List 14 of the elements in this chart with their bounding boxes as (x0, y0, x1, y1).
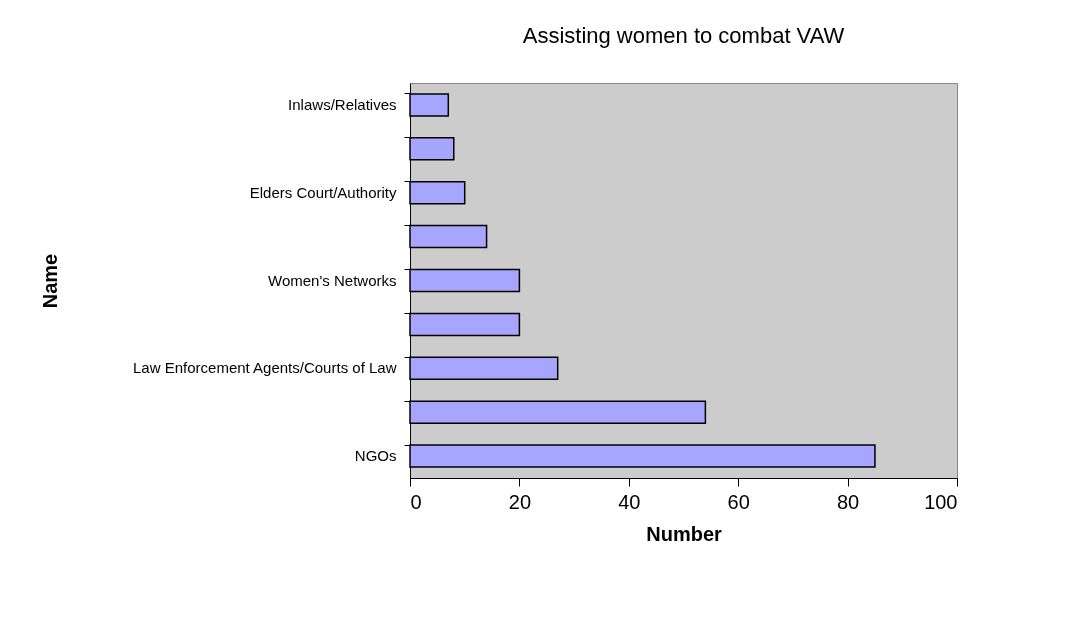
x-tick-label: 0 (410, 490, 422, 513)
x-tick-label: 60 (727, 490, 750, 513)
y-tick-label: Inlaws/Relatives (288, 95, 397, 113)
x-tick-label: 100 (924, 490, 958, 513)
x-tick-label: 40 (618, 490, 641, 513)
x-axis-title: Number (646, 522, 722, 545)
y-tick-label: Women's Networks (268, 271, 397, 289)
x-tick-label: 20 (508, 490, 532, 513)
y-tick-label: Elders Court/Authority (249, 183, 397, 201)
y-tick-label: NGOs (354, 447, 397, 465)
y-tick-label: Law Enforcement Agents/Courts of Law (133, 359, 397, 377)
x-tick-label: 80 (836, 490, 860, 513)
chart-title: Assisting women to combat VAW (522, 23, 845, 48)
y-axis-title: Name (38, 253, 61, 309)
